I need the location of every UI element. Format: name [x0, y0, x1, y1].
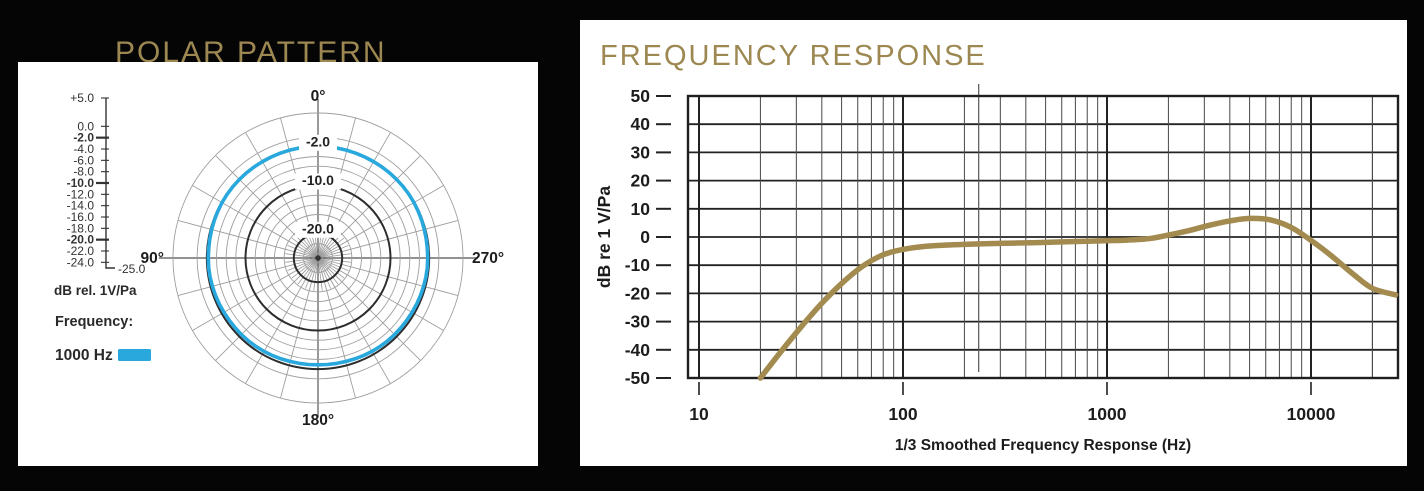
polar-inner-spoke: [287, 245, 316, 258]
scale-tick-label: -6.0: [73, 153, 94, 167]
polar-pattern-curve: [206, 144, 430, 367]
polar-angle-label: 90°: [141, 250, 164, 267]
freq-response-curve: [757, 215, 1399, 381]
scale-tick-label: +5.0: [70, 91, 94, 105]
scale-tick-label: -20.0: [67, 233, 95, 247]
legend-swatch: [118, 349, 151, 361]
legend-frequency-value: 1000 Hz: [55, 347, 113, 364]
polar-center-dot: [315, 255, 321, 261]
freq-x-tick-label: 100: [888, 404, 917, 424]
legend-frequency-label: Frequency:: [55, 314, 133, 330]
freq-y-tick-label: -30: [625, 312, 651, 332]
freq-y-axis: 50 40 30 20 10 0 -10 -20 -30 -40 -50 dB re 1 V/Pa: [594, 86, 671, 388]
polar-ring: [225, 165, 411, 351]
freq-y-tick-label: 50: [631, 86, 651, 106]
polar-pattern-chart: +5.00.0-2.0-4.0-6.0-8.0-10.0-12.0-14.0-1…: [54, 88, 504, 429]
polar-ring-label: -10.0: [302, 172, 334, 188]
freq-y-tick-label: -10: [625, 255, 651, 275]
freq-y-tick-label: 30: [631, 142, 651, 162]
polar-inner-spoke: [291, 237, 316, 257]
freq-x-axis: 10 100 1000 10000 1/3 Smoothed Frequency Res…: [689, 382, 1336, 454]
polar-ring: [312, 252, 324, 264]
polar-inner-spoke: [287, 258, 316, 271]
polar-pattern-panel: +5.0 0.0 -2.0 -4.0 -6.0 -8.0 -10.0 -12.0 -14.0 -1…: [18, 62, 538, 466]
freq-x-axis-title: 1/3 Smoothed Frequency Response (Hz): [895, 437, 1191, 454]
freq-y-tick-label: -50: [625, 368, 651, 388]
freq-plot-border: [686, 94, 1400, 380]
scale-tick-label: -12.0: [67, 187, 95, 201]
scale-tick-label: -24.0: [67, 255, 95, 269]
frequency-response-panel: FREQUENCY RESPONSE 50 40 30 20 10 0 -10 -20 -30-…: [580, 20, 1407, 466]
freq-y-tick-label: -20: [625, 283, 651, 303]
polar-inner-spoke: [320, 259, 345, 279]
scale-tick-label: -8.0: [73, 165, 94, 179]
polar-inner-spoke: [320, 237, 345, 257]
polar-ring-label: -20.0: [302, 220, 334, 236]
polar-ring-label-gap: [299, 134, 337, 151]
scale-tick-label: -16.0: [67, 210, 95, 224]
scale-corner-label: -25.0: [118, 262, 146, 276]
polar-ring: [216, 156, 420, 360]
freq-x-tick-label: 10000: [1287, 404, 1336, 424]
scale-tick-label: 0.0: [77, 119, 94, 133]
polar-angle-label: 0°: [311, 88, 326, 105]
polar-inner-spoke: [305, 260, 318, 289]
freq-x-tick-label: 10: [689, 404, 709, 424]
freq-y-tick-label: 10: [631, 199, 651, 219]
freq-y-tick-label: 20: [631, 171, 651, 191]
scale-tick-label: -4.0: [73, 142, 94, 156]
polar-inner-spoke: [319, 260, 339, 285]
scale-tick-label: -18.0: [67, 221, 95, 235]
polar-inner-spoke: [320, 257, 351, 263]
scale-tick-label: -14.0: [67, 199, 95, 213]
polar-angle-label: 180°: [302, 412, 334, 429]
polar-inner-spoke: [317, 260, 323, 291]
freq-x-tick-label: 1000: [1088, 404, 1127, 424]
polar-inner-spoke: [318, 260, 331, 289]
polar-ring: [254, 194, 382, 322]
polar-inner-spoke: [285, 253, 316, 259]
freq-y-axis-title: dB re 1 V/Pa: [594, 186, 614, 288]
polar-ring: [274, 214, 362, 302]
scale-tick-label: -10.0: [67, 176, 95, 190]
polar-angle-label: 270°: [472, 250, 504, 267]
polar-inner-spoke: [285, 257, 316, 263]
scale-axis: [105, 98, 115, 269]
freq-y-tick-label: -40: [625, 340, 651, 360]
polar-inner-spoke: [320, 258, 349, 271]
freq-y-tick-label: 0: [640, 227, 650, 247]
polar-inner-spoke: [313, 260, 319, 291]
polar-legend: Frequency: 1000 Hz: [55, 314, 151, 364]
polar-inner-spoke: [320, 253, 351, 259]
polar-ring-label-gap: [295, 221, 341, 238]
frequency-response-title: FREQUENCY RESPONSE: [600, 40, 987, 73]
polar-ring: [172, 112, 464, 404]
scale-tick-label: -2.0: [73, 131, 94, 145]
freq-y-tick-label: 40: [631, 114, 651, 134]
polar-ring-label-gap: [295, 173, 341, 190]
polar-scale-unit-label: dB rel. 1V/Pa: [54, 283, 137, 298]
polar-ring: [264, 204, 372, 312]
polar-inner-spoke: [291, 259, 316, 279]
polar-ring-label: -2.0: [306, 133, 330, 149]
polar-ring: [303, 243, 333, 273]
polar-inner-spoke: [320, 245, 349, 258]
polar-db-scale: +5.00.0-2.0-4.0-6.0-8.0-10.0-12.0-14.0-1…: [54, 91, 146, 298]
scale-tick-label: -22.0: [67, 244, 95, 258]
polar-inner-spoke: [297, 260, 317, 285]
